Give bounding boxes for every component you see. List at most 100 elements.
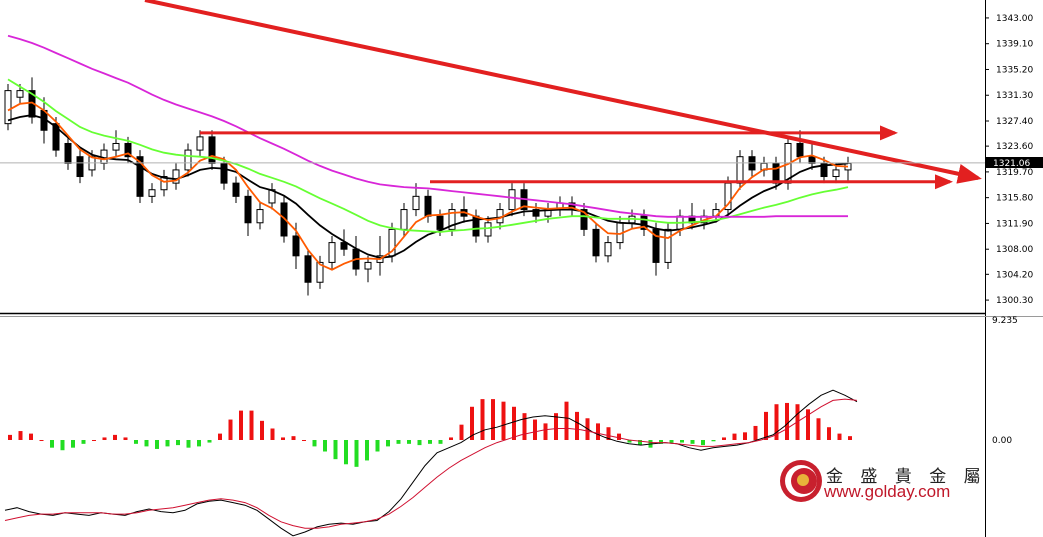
macd-bar-positive <box>743 432 747 440</box>
candle-down <box>76 156 84 178</box>
candle-down <box>304 255 312 283</box>
macd-bar-negative <box>365 440 369 461</box>
candle-up <box>400 209 408 230</box>
candle-down <box>52 123 60 151</box>
macd-bar-positive <box>291 436 296 440</box>
macd-bar-positive <box>732 433 737 440</box>
candle-down <box>808 156 816 164</box>
candle-up <box>184 149 192 171</box>
moving-averages <box>7 34 849 271</box>
macd-tick-label: 9.235 <box>992 316 1018 326</box>
macd-bar-positive <box>774 404 779 440</box>
candle-down <box>244 195 252 224</box>
candle-up <box>364 261 372 270</box>
price-tick-label: 1304.20 <box>996 270 1033 280</box>
candle-up <box>112 142 120 151</box>
macd-bar-negative <box>417 440 422 446</box>
macd-bar-negative <box>165 440 170 447</box>
price-tick-label: 1335.20 <box>996 65 1033 75</box>
macd-bar-positive <box>18 431 23 440</box>
macd-bar-positive <box>218 433 222 440</box>
candle-down <box>592 228 600 257</box>
macd-bar-negative <box>669 440 674 443</box>
macd-bar-positive <box>270 428 275 440</box>
macd-bar-negative <box>438 440 443 444</box>
price-tick-label: 1308.00 <box>996 245 1033 255</box>
macd-bar-negative <box>333 440 338 460</box>
macd-bar-positive <box>8 434 12 440</box>
macd-bar-positive <box>239 410 243 440</box>
macd-bar-negative <box>396 440 401 444</box>
macd-bar-negative <box>386 440 390 447</box>
candle-down <box>580 209 588 230</box>
candle-up <box>316 261 324 283</box>
macd-bar-positive <box>816 418 821 440</box>
candle-up <box>256 209 264 224</box>
macd-bar-positive <box>533 419 537 440</box>
candle-down <box>292 235 300 257</box>
brand-emblem-icon <box>780 460 822 502</box>
macd-bar-positive <box>281 437 285 440</box>
candle-up <box>16 90 24 98</box>
candle-up <box>664 228 672 263</box>
price-tick-label: 1323.60 <box>996 142 1033 152</box>
macd-bar-positive <box>564 401 569 440</box>
macd-bar-positive <box>575 411 579 440</box>
price-tick-label: 1315.80 <box>996 194 1033 204</box>
macd-bar-positive <box>228 419 233 440</box>
candle-down <box>796 142 804 158</box>
macd-bar-negative <box>312 440 317 447</box>
macd-bar-positive <box>501 401 506 440</box>
price-tick-label: 1319.70 <box>996 168 1033 178</box>
candle-down <box>436 215 444 230</box>
candle-up <box>448 209 456 230</box>
macd-bar-positive <box>522 413 527 440</box>
candle-down <box>280 202 288 237</box>
macd-bar-negative <box>176 440 180 446</box>
macd-bar-positive <box>617 433 621 440</box>
macd-bar-negative <box>428 440 432 444</box>
macd-bar-negative <box>81 440 86 444</box>
downtrend-arrow <box>144 0 982 184</box>
brand-url: www.golday.com <box>824 482 951 501</box>
moving-average-line-2 <box>7 101 849 271</box>
macd-bar-positive <box>827 427 831 440</box>
macd-bar-negative <box>375 440 380 452</box>
macd-bar-positive <box>470 406 474 440</box>
macd-bar-positive <box>806 409 810 440</box>
macd-bar-negative <box>344 440 348 465</box>
macd-bar-positive <box>92 440 96 441</box>
macd-bar-negative <box>711 440 716 442</box>
price-tick-label: 1300.30 <box>996 296 1033 306</box>
candle-up <box>736 156 744 184</box>
macd-bar-negative <box>71 440 75 448</box>
candle-up <box>484 222 492 237</box>
macd-bar-positive <box>764 411 768 440</box>
macd-bar-positive <box>123 437 128 440</box>
trend-arrows <box>144 0 982 190</box>
price-tick-label: 1339.10 <box>996 40 1033 50</box>
macd-bar-negative <box>323 440 327 452</box>
candle-up <box>508 189 516 211</box>
macd-bar-positive <box>543 423 548 440</box>
candle-up <box>148 189 156 197</box>
candle-up <box>832 169 840 178</box>
macd-bar-negative <box>701 440 705 446</box>
macd-bar-negative <box>354 440 359 467</box>
macd-bar-positive <box>249 410 254 440</box>
price-tick-label: 1327.40 <box>996 117 1033 127</box>
macd-bar-negative <box>134 440 138 444</box>
macd-bar-positive <box>449 437 453 440</box>
macd-bar-negative <box>638 440 642 446</box>
macd-bar-negative <box>680 440 684 443</box>
candle-down <box>232 182 240 197</box>
current-price-tag: 1321.06 <box>986 157 1043 169</box>
macd-bar-negative <box>60 440 65 451</box>
macd-bar-negative <box>50 440 54 448</box>
candle-down <box>124 142 132 158</box>
macd-bar-negative <box>659 440 663 444</box>
candle-down <box>640 215 648 230</box>
macd-bar-positive <box>554 413 558 440</box>
macd-bar-positive <box>848 436 852 440</box>
macd-bar-positive <box>260 420 264 440</box>
